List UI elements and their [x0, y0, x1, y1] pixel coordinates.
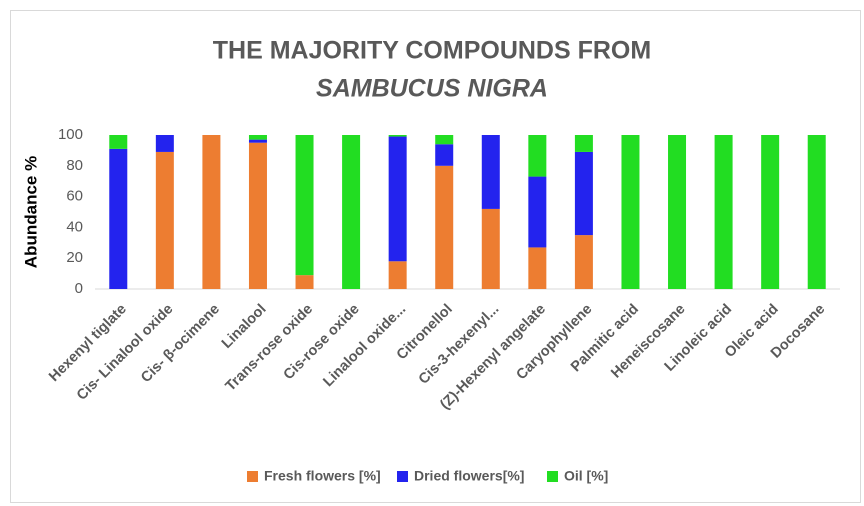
- bar-segment: [342, 135, 361, 289]
- bar-segment: [761, 135, 780, 289]
- bar-segment: [202, 135, 221, 289]
- legend-swatch: [247, 471, 258, 482]
- bar-segment: [574, 235, 593, 289]
- legend-label: Oil [%]: [564, 468, 608, 484]
- x-tick-label: Linalool oxide...: [320, 301, 409, 390]
- legend-swatch: [397, 471, 408, 482]
- legend-swatch: [547, 471, 558, 482]
- x-tick-label: Trans-rose oxide: [223, 301, 316, 394]
- y-tick-label: 20: [66, 249, 83, 266]
- bar-segment: [574, 135, 593, 152]
- x-tick-label: Cis-3-hexenyl...: [416, 301, 503, 388]
- bar-segment: [388, 261, 407, 289]
- x-tick-label: Cis- β-ocimene: [138, 301, 223, 386]
- x-tick-label: Hexenyl tiglate: [46, 301, 130, 385]
- bar-segment: [807, 135, 826, 289]
- bar-segment: [574, 151, 593, 236]
- bar-segment: [435, 144, 454, 166]
- bar-segment: [435, 135, 454, 145]
- bar-segment: [388, 135, 407, 137]
- bar-segment: [155, 151, 174, 289]
- bar-segment: [621, 135, 640, 289]
- bar-segment: [295, 135, 314, 276]
- chart-border: [10, 10, 861, 503]
- bar-segment: [109, 148, 128, 289]
- y-tick-label: 60: [66, 188, 83, 205]
- y-tick-label: 40: [66, 218, 83, 235]
- bar-segment: [481, 208, 500, 289]
- y-tick-label: 100: [58, 126, 83, 143]
- bar-segment: [109, 135, 128, 149]
- legend-label: Fresh flowers [%]: [264, 468, 381, 484]
- bar-segment: [248, 142, 267, 289]
- bar-segment: [528, 247, 547, 289]
- legend-label: Dried flowers[%]: [414, 468, 524, 484]
- bar-segment: [435, 165, 454, 289]
- chart-subtitle: SAMBUCUS NIGRA: [316, 75, 548, 103]
- bar-segment: [155, 135, 174, 152]
- bar-segment: [668, 135, 687, 289]
- y-tick-label: 0: [75, 280, 83, 297]
- bar-segment: [248, 139, 267, 143]
- bar-segment: [481, 135, 500, 209]
- bar-segment: [528, 135, 547, 177]
- bar-segment: [295, 275, 314, 289]
- bar-segment: [248, 135, 267, 140]
- chart-title: THE MAJORITY COMPOUNDS FROM: [213, 37, 651, 65]
- y-tick-label: 80: [66, 157, 83, 174]
- bar-segment: [528, 176, 547, 248]
- bar-segment: [388, 136, 407, 262]
- bar-segment: [714, 135, 733, 289]
- y-axis-label: Abundance %: [21, 156, 40, 268]
